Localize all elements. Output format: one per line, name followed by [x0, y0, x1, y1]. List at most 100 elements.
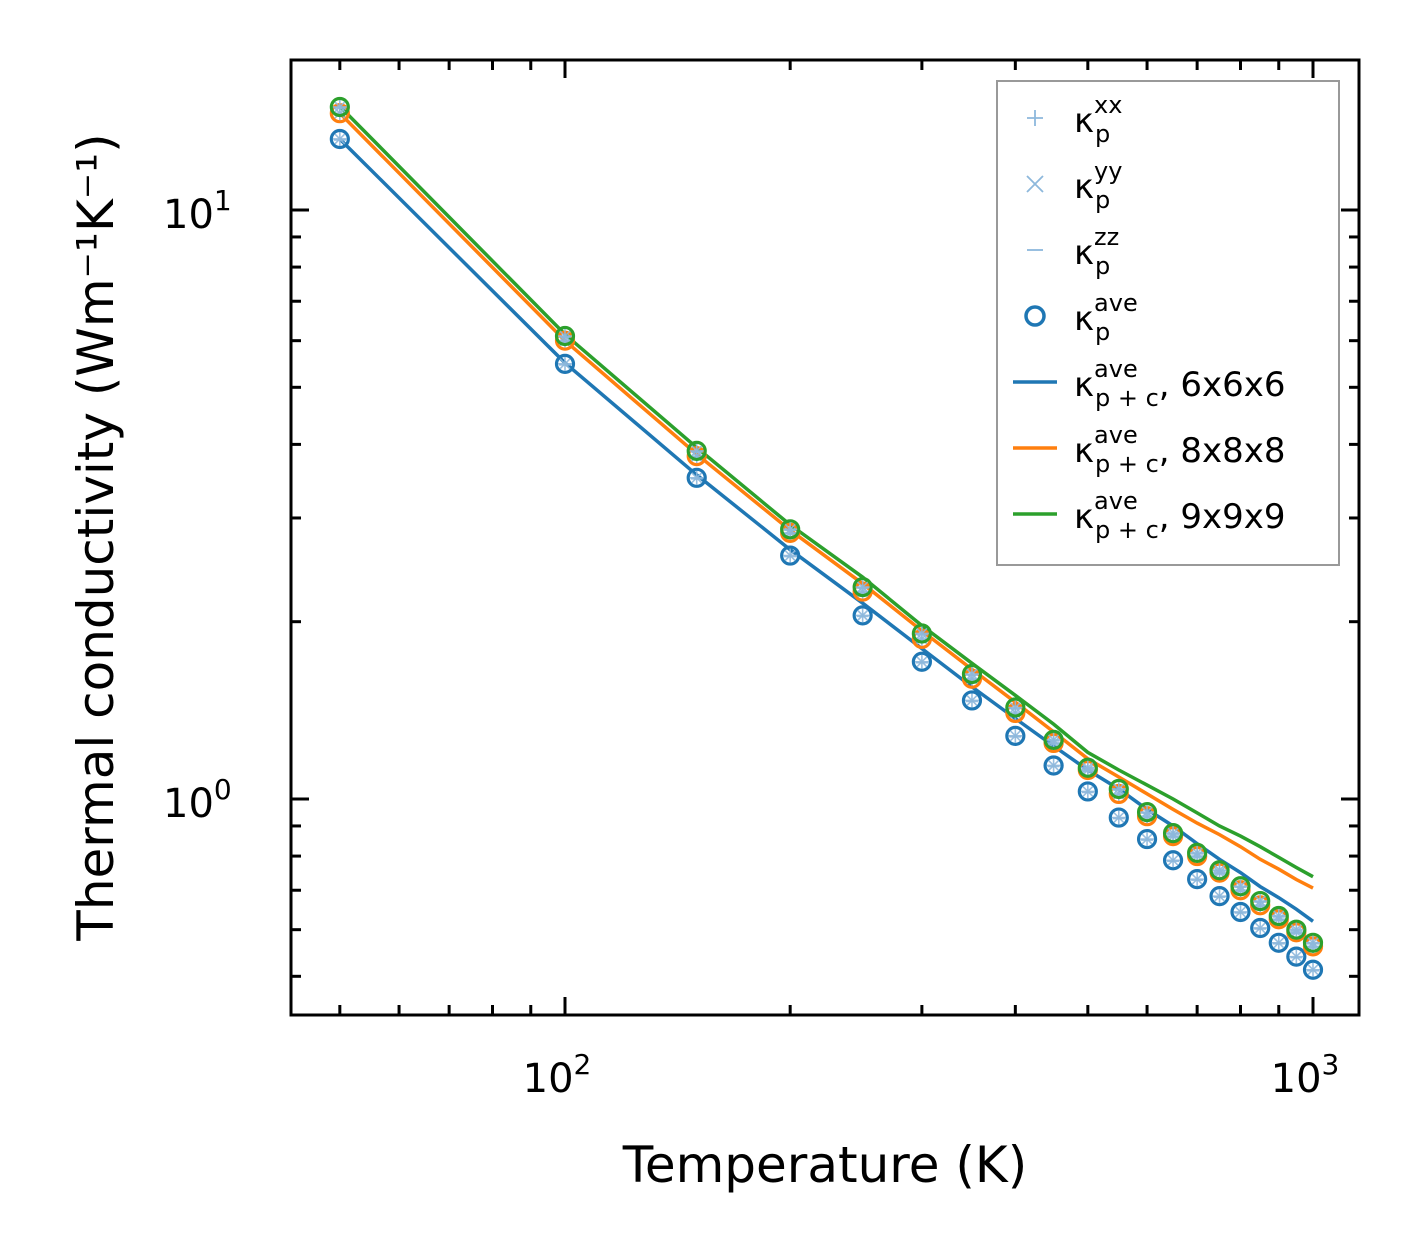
marker-yy-cross [1141, 833, 1153, 845]
marker-ave-circle [1230, 901, 1251, 923]
y-tick-label: 100 [163, 773, 232, 827]
data-point-9x9x9 [1230, 876, 1251, 897]
legend-label-sub: p [1095, 252, 1110, 280]
marker-yy-cross [1234, 906, 1247, 918]
data-point-6x6x6 [686, 467, 707, 488]
legend-label-base: κ [1074, 101, 1094, 141]
marker-yy-cross [1167, 827, 1179, 839]
legend-label: κxx p [1074, 91, 1122, 148]
data-point-9x9x9 [1162, 823, 1184, 844]
legend-cross-icon [1026, 175, 1044, 193]
legend-label: κave p [1074, 289, 1138, 346]
data-point-9x9x9 [1187, 842, 1208, 864]
legend-label-base: κ [1074, 365, 1094, 405]
marker-ave-circle [1268, 932, 1289, 953]
legend-label-sup: xx [1094, 91, 1122, 119]
marker-yy-cross [916, 656, 928, 668]
x-tick-label-exponent: 3 [1322, 1048, 1340, 1081]
marker-yy-cross [1167, 854, 1179, 866]
legend-label-sub: p [1095, 318, 1110, 346]
marker-ave-circle [1162, 850, 1184, 871]
data-point-9x9x9 [1043, 729, 1064, 750]
marker-yy-cross [1113, 811, 1125, 824]
line-8x8x8 [338, 111, 1314, 890]
marker-yy-cross [1009, 730, 1021, 742]
data-point-6x6x6 [554, 353, 576, 374]
legend-label-suffix: , 6x6x6 [1159, 365, 1286, 405]
x-axis-label: Temperature (K) [622, 1136, 1027, 1194]
data-point-6x6x6 [911, 651, 932, 672]
legend-label-sub: p + c [1095, 384, 1159, 412]
marker-ave-circle [1043, 729, 1064, 750]
marker-yy-cross [559, 358, 571, 370]
legend-item: κzz p [1027, 223, 1119, 280]
data-point-6x6x6 [1162, 850, 1184, 871]
marker-ave-circle [554, 325, 576, 347]
data-point-9x9x9 [1077, 757, 1098, 778]
data-point-9x9x9 [329, 96, 350, 118]
line-9x9x9 [338, 105, 1314, 879]
marker-yy-cross [784, 550, 796, 562]
marker-yy-cross [1213, 864, 1226, 876]
y-axis-label: Thermal conductivity (Wm⁻¹K⁻¹) [67, 133, 125, 941]
legend-box [996, 80, 1340, 566]
marker-ave-circle [1187, 842, 1208, 864]
marker-yy-cross [691, 445, 703, 457]
marker-yy-cross [1082, 762, 1094, 774]
data-point-6x6x6 [1286, 946, 1307, 967]
marker-ave-circle [1209, 886, 1230, 907]
marker-yy-cross [1113, 783, 1125, 795]
data-point-9x9x9 [1136, 802, 1158, 823]
marker-ave-circle [1250, 917, 1271, 939]
marker-yy-cross [784, 523, 796, 535]
marker-ave-circle [1077, 781, 1098, 802]
marker-yy-cross [916, 627, 928, 640]
data-point-9x9x9 [780, 519, 801, 540]
legend-label-suffix: , 8x8x8 [1159, 431, 1286, 471]
marker-yy-cross [691, 472, 703, 484]
data-point-6x6x6 [1077, 781, 1098, 802]
data-point-6x6x6 [1209, 886, 1230, 907]
marker-yy-cross [334, 133, 346, 145]
marker-ave-circle [1005, 725, 1026, 746]
y-tick-label-base: 10 [163, 781, 214, 827]
legend-label: κave p + c, 9x9x9 [1074, 487, 1286, 544]
data-point-6x6x6 [1043, 755, 1064, 776]
legend-item: κave p + c, 9x9x9 [1013, 487, 1286, 544]
data-point-9x9x9 [554, 325, 576, 347]
marker-ave-circle [1043, 755, 1064, 776]
legend-label-base: κ [1074, 299, 1094, 339]
x-tick-label: 103 [1271, 1048, 1340, 1102]
marker-ave-circle [1302, 932, 1324, 953]
marker-yy-cross [1273, 937, 1285, 949]
marker-yy-cross [559, 330, 571, 342]
legend-label-sup: yy [1094, 157, 1122, 185]
y-tick-label-exponent: 0 [214, 773, 232, 806]
marker-yy-cross [1254, 895, 1266, 907]
marker-yy-cross [1048, 734, 1060, 746]
marker-yy-cross [1234, 880, 1247, 892]
legend-label-sub: p [1095, 186, 1110, 214]
marker-yy-cross [1048, 759, 1060, 772]
legend-label-sup: zz [1094, 223, 1119, 251]
data-point-9x9x9 [1250, 890, 1271, 912]
legend-item: κave p [1024, 289, 1138, 346]
marker-yy-cross [1307, 937, 1319, 949]
data-point-6x6x6 [1108, 807, 1129, 828]
marker-ave-circle [554, 353, 576, 374]
marker-ave-circle [1162, 823, 1184, 844]
marker-ave-circle [1108, 807, 1129, 828]
marker-ave-circle [852, 605, 873, 626]
marker-yy-cross [1290, 951, 1302, 963]
data-point-6x6x6 [1230, 901, 1251, 923]
data-point-9x9x9 [1005, 697, 1026, 718]
marker-ave-circle [852, 576, 873, 598]
marker-yy-cross [1082, 785, 1094, 798]
legend-label: κyy p [1074, 157, 1122, 214]
legend-label-sup: ave [1094, 289, 1138, 317]
line-6x6x6 [338, 137, 1315, 923]
marker-yy-cross [334, 101, 346, 113]
legend-label-sup: ave [1094, 421, 1138, 449]
